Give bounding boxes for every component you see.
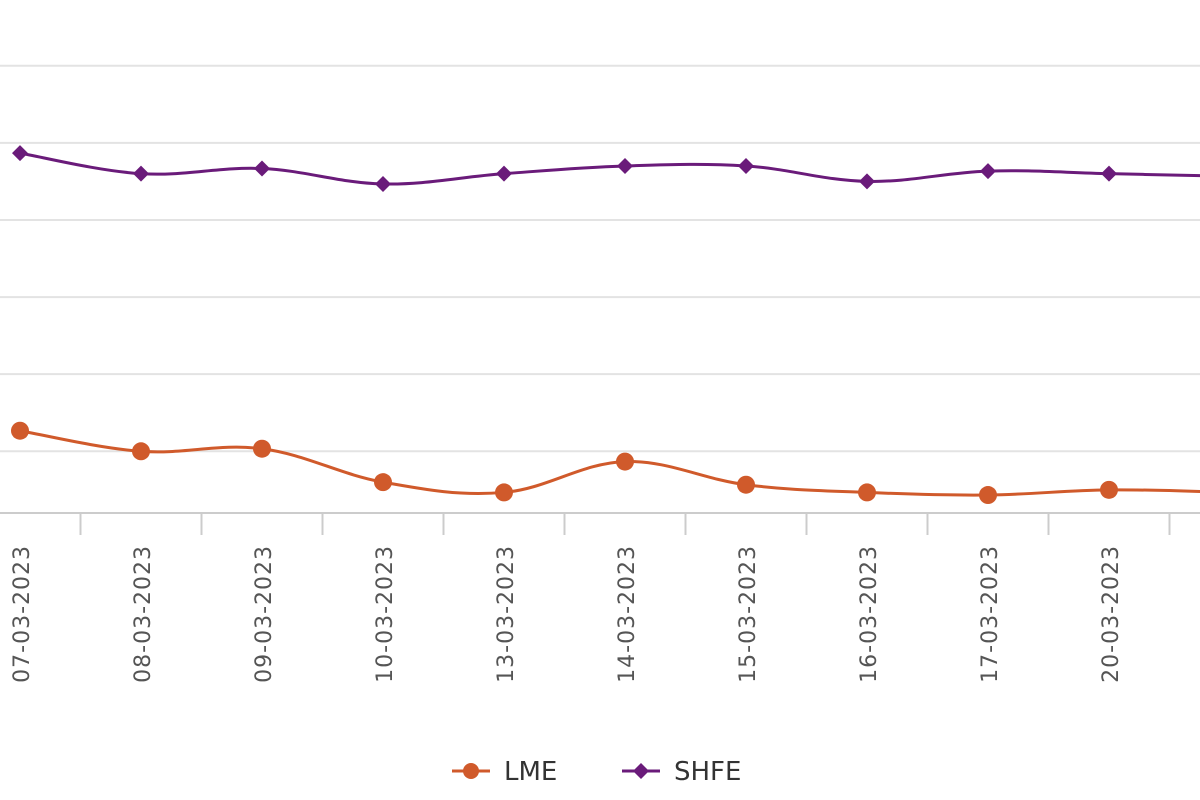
x-tick-label-8: 17-03-2023 bbox=[978, 545, 1003, 683]
series-line-shfe bbox=[19, 151, 1200, 186]
data-point-shfe-6[interactable] bbox=[738, 157, 754, 174]
x-tick-label-0: 07-03-2023 bbox=[10, 545, 35, 683]
legend: LME SHFE bbox=[452, 757, 741, 787]
x-tick-label-1: 08-03-2023 bbox=[131, 545, 156, 683]
x-tick-label-9: 20-03-2023 bbox=[1099, 545, 1124, 683]
x-tick-label-6: 15-03-2023 bbox=[736, 545, 761, 683]
series-markers bbox=[11, 145, 1118, 505]
legend-item-lme[interactable]: LME bbox=[452, 757, 557, 787]
data-point-lme-9[interactable] bbox=[1100, 480, 1118, 499]
x-tick-label-4: 13-03-2023 bbox=[494, 545, 519, 683]
data-point-lme-1[interactable] bbox=[132, 442, 150, 461]
series-line-lme bbox=[19, 429, 1200, 497]
series-lines bbox=[19, 151, 1200, 497]
legend-shfe-diamond-icon bbox=[633, 763, 649, 779]
data-point-lme-7[interactable] bbox=[858, 483, 876, 502]
data-point-shfe-1[interactable] bbox=[133, 165, 149, 182]
grid-lines bbox=[0, 64, 1200, 453]
data-point-lme-5[interactable] bbox=[616, 452, 634, 471]
x-tick-label-7: 16-03-2023 bbox=[857, 545, 882, 683]
x-axis-tick-labels: 07-03-2023 08-03-2023 09-03-2023 10-03-2023… bbox=[10, 545, 1124, 683]
data-point-lme-8[interactable] bbox=[979, 486, 997, 505]
data-point-shfe-0[interactable] bbox=[12, 145, 28, 162]
data-point-shfe-3[interactable] bbox=[375, 175, 391, 192]
x-tick-label-2: 09-03-2023 bbox=[252, 545, 277, 683]
legend-item-shfe[interactable]: SHFE bbox=[622, 757, 741, 787]
data-point-lme-6[interactable] bbox=[737, 475, 755, 494]
data-point-shfe-4[interactable] bbox=[496, 165, 512, 182]
data-point-lme-0[interactable] bbox=[11, 421, 29, 440]
x-tick-label-5: 14-03-2023 bbox=[615, 545, 640, 683]
data-point-shfe-7[interactable] bbox=[859, 173, 875, 190]
data-point-lme-4[interactable] bbox=[495, 483, 513, 502]
legend-shfe-label: SHFE bbox=[674, 757, 741, 787]
data-point-shfe-2[interactable] bbox=[254, 160, 270, 177]
x-axis-ticks bbox=[79, 513, 1171, 535]
data-point-shfe-9[interactable] bbox=[1101, 165, 1117, 182]
data-point-shfe-8[interactable] bbox=[980, 163, 996, 180]
data-point-shfe-5[interactable] bbox=[617, 157, 633, 174]
data-point-lme-2[interactable] bbox=[253, 439, 271, 458]
data-point-lme-3[interactable] bbox=[374, 473, 392, 492]
legend-lme-circle-icon bbox=[463, 763, 479, 779]
x-tick-label-3: 10-03-2023 bbox=[373, 545, 398, 683]
legend-lme-label: LME bbox=[504, 757, 557, 787]
